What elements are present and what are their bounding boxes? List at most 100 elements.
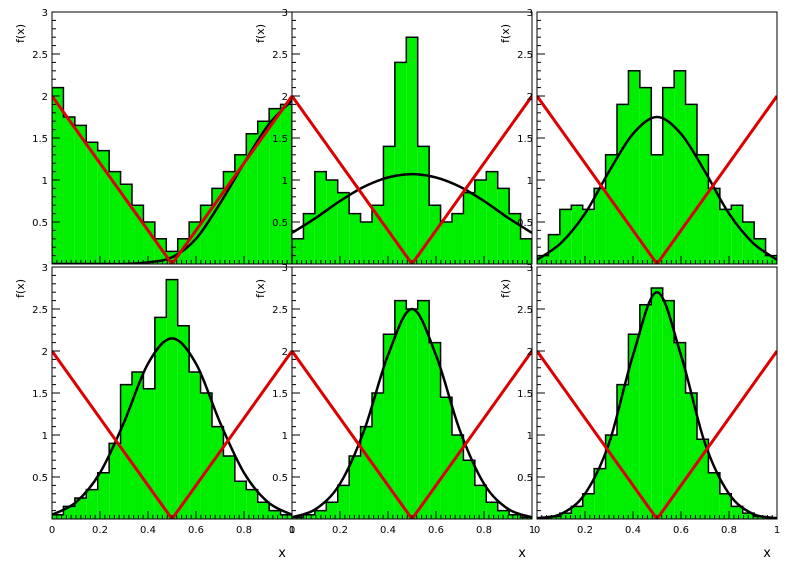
histogram-bin (246, 489, 258, 519)
histogram-bin (754, 238, 766, 264)
histogram-bin (474, 180, 487, 264)
histogram-bin (97, 472, 110, 519)
histogram-bin (617, 384, 629, 519)
histogram-bin (326, 180, 338, 264)
histogram-bin (280, 514, 292, 519)
histogram-bin (63, 506, 75, 519)
histogram-bin (594, 468, 606, 519)
histogram-bin (605, 435, 617, 519)
histogram-bin (452, 435, 464, 519)
plot-area (537, 287, 777, 519)
histogram-bin (617, 104, 629, 264)
y-tick-label: 1.5 (272, 389, 288, 400)
chart-panel-top-middle: 0.5 1 1.5 2 2.5 3 f(x) (254, 8, 533, 265)
histogram-bin (731, 205, 743, 264)
histogram-bin (662, 300, 675, 519)
y-tick-label: 2.5 (32, 50, 48, 61)
histogram-bin (463, 460, 475, 519)
histogram-bin (605, 154, 617, 264)
plot-area (537, 70, 777, 264)
x-tick-label: 0.6 (188, 525, 204, 536)
y-tick-label: 3 (527, 8, 533, 19)
y-tick-label: 3 (42, 263, 48, 274)
y-axis-title: f(x) (254, 24, 267, 43)
y-tick-label: 0.5 (272, 473, 288, 484)
plot-area (292, 299, 532, 519)
histogram-bin (417, 146, 430, 264)
histogram-bin (303, 514, 315, 519)
histogram-bin (582, 209, 595, 264)
y-axis-title: f(x) (14, 24, 27, 43)
histogram-bin (154, 317, 167, 519)
y-tick-label: 2 (42, 347, 48, 358)
y-axis-title: f(x) (254, 279, 267, 298)
x-tick-label: 0.8 (236, 525, 252, 536)
histogram-bin (360, 426, 372, 519)
y-tick-label: 1.5 (32, 389, 48, 400)
histogram-bin (177, 325, 190, 519)
histogram-bin (731, 506, 743, 519)
histogram-bin (326, 502, 338, 519)
histogram-bin (74, 498, 87, 519)
y-tick-label: 2 (527, 92, 533, 103)
histogram-bin (708, 472, 720, 519)
plot-area (52, 86, 292, 264)
reference-line (537, 350, 777, 519)
histogram-bin (349, 213, 361, 264)
histogram-bin (474, 485, 487, 519)
y-tick-label: 3 (42, 8, 48, 19)
histogram-bin (537, 255, 549, 264)
histogram-bin (234, 481, 247, 519)
y-tick-label: 2.5 (517, 50, 533, 61)
histogram-bin (742, 222, 755, 264)
chart-panel-top-right: 0.5 1 1.5 2 2.5 3 f(x) (499, 8, 778, 265)
histogram-bin (463, 192, 475, 264)
histogram-bin (651, 154, 663, 264)
y-tick-label: 2.5 (32, 305, 48, 316)
histogram-bin (372, 393, 384, 519)
chart-panel-top-left: 0.5 1 1.5 2 2.5 3 f(x) (14, 8, 293, 265)
histogram-bin (269, 108, 281, 264)
y-tick-label: 2 (42, 92, 48, 103)
reference-line (52, 350, 292, 519)
histogram-bin (200, 393, 212, 519)
histogram-bin (674, 70, 686, 264)
histogram-bin (280, 104, 292, 264)
x-tick-label: 0 (289, 525, 295, 536)
histogram-bin (520, 238, 532, 264)
x-tick-label: 0.2 (92, 525, 108, 536)
histogram-bin (486, 171, 498, 264)
x-tick-label: 0.4 (625, 525, 641, 536)
histogram-bin (497, 510, 510, 519)
x-tick-label: 0.8 (721, 525, 737, 536)
histogram-bin (383, 334, 395, 519)
histogram-bin (120, 384, 132, 519)
histogram-bin (406, 309, 418, 519)
histogram-bin (120, 184, 132, 264)
y-tick-label: 1 (282, 176, 288, 187)
histogram-bin (639, 304, 652, 519)
histogram-bin (628, 70, 640, 264)
histogram-bin (520, 517, 532, 519)
y-tick-label: 3 (282, 8, 288, 19)
x-tick-label: 0.2 (332, 525, 348, 536)
fit-curve (292, 172, 532, 234)
y-axis-title: f(x) (14, 279, 27, 298)
histogram-bin (86, 142, 98, 264)
y-tick-label: 1.5 (272, 134, 288, 145)
histogram-bin (74, 125, 87, 264)
histogram-bin (440, 397, 452, 519)
histogram-bin (429, 205, 441, 264)
histogram-bin (52, 514, 64, 519)
histogram-bin (337, 485, 350, 519)
x-tick-label: 0.6 (428, 525, 444, 536)
y-tick-label: 1 (42, 176, 48, 187)
y-axis-title: f(x) (499, 24, 512, 43)
y-axis-title: f(x) (499, 279, 512, 298)
chart-panel-bottom-middle: 0.511.522.53f(x)0 0.2 0.4 0.6 0.8 1x (254, 263, 535, 561)
y-tick-label: 1.5 (517, 134, 533, 145)
histogram-bin (166, 279, 178, 519)
plot-area (52, 278, 292, 519)
histogram-bin (132, 205, 144, 264)
